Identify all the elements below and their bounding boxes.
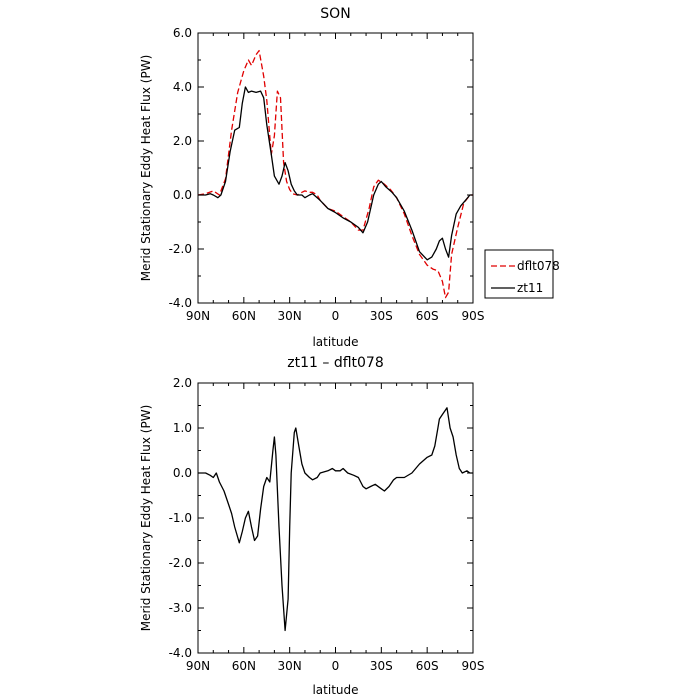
y-axis-label: Merid Stationary Eddy Heat Flux (PW) bbox=[139, 55, 153, 282]
y-tick-label: -2.0 bbox=[169, 242, 192, 256]
y-tick-label: 0.0 bbox=[173, 188, 192, 202]
top-chart: SON 90N 60N 30N 0 30S 60S 90S -4.0 -2.0 0.0 2.0 4.0 6… bbox=[139, 6, 560, 349]
x-tick-label: 60S bbox=[416, 659, 439, 673]
x-axis-label: latitude bbox=[312, 683, 358, 697]
legend-label: zt11 bbox=[517, 281, 543, 295]
series-line-dflt078 bbox=[197, 49, 473, 299]
chart-title: zt11 – dflt078 bbox=[287, 355, 383, 371]
x-tick-label: 0 bbox=[332, 659, 340, 673]
y-tick-label: -3.0 bbox=[169, 601, 192, 615]
x-tick-label: 60N bbox=[232, 659, 256, 673]
x-tick-label: 30N bbox=[278, 659, 302, 673]
x-tick-label: 30N bbox=[278, 309, 302, 323]
y-tick-label: 4.0 bbox=[173, 80, 192, 94]
plot-frame bbox=[197, 32, 474, 304]
y-tick-label: 1.0 bbox=[173, 421, 192, 435]
plot-frame bbox=[197, 382, 474, 654]
chart-title: SON bbox=[320, 6, 350, 22]
y-tick-label: 2.0 bbox=[173, 376, 192, 390]
x-axis-label: latitude bbox=[312, 335, 358, 349]
x-tick-label: 90N bbox=[186, 659, 210, 673]
y-tick-label: 2.0 bbox=[173, 134, 192, 148]
x-tick-label: 30S bbox=[370, 659, 393, 673]
y-tick-label: -2.0 bbox=[169, 556, 192, 570]
y-tick-label: -1.0 bbox=[169, 511, 192, 525]
x-tick-label: 90S bbox=[462, 659, 485, 673]
x-tick-label: 30S bbox=[370, 309, 393, 323]
y-tick-label: -4.0 bbox=[169, 296, 192, 310]
legend: dflt078 zt11 bbox=[484, 249, 560, 299]
bottom-chart: zt11 – dflt078 90N 60N 30N 0 30S 60S 90S -4.0 -3.… bbox=[139, 355, 484, 697]
y-axis-label: Merid Stationary Eddy Heat Flux (PW) bbox=[139, 405, 153, 632]
x-tick-label: 0 bbox=[332, 309, 340, 323]
x-tick-label: 90S bbox=[462, 309, 485, 323]
legend-box bbox=[484, 249, 554, 299]
x-tick-label: 90N bbox=[186, 309, 210, 323]
y-tick-label: -4.0 bbox=[169, 646, 192, 660]
x-tick-label: 60S bbox=[416, 309, 439, 323]
series-line-series-0 bbox=[198, 407, 473, 632]
series-line-zt11 bbox=[198, 86, 473, 261]
legend-label: dflt078 bbox=[517, 259, 560, 273]
x-tick-label: 60N bbox=[232, 309, 256, 323]
y-tick-label: 0.0 bbox=[173, 466, 192, 480]
y-tick-label: 6.0 bbox=[173, 26, 192, 40]
